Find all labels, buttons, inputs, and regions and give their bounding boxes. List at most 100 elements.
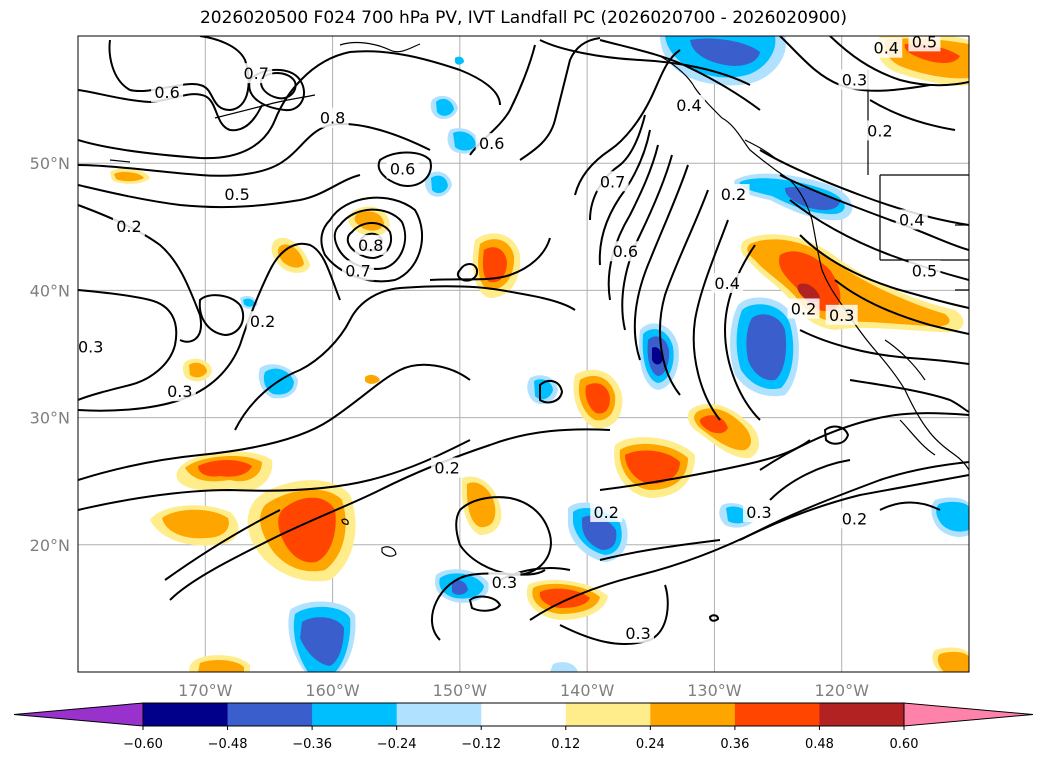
contour-label: 0.2 [590, 502, 623, 522]
contour-label: 0.7 [240, 63, 273, 84]
contour-label: 0.6 [921, 12, 953, 32]
contour-label: 0.2 [838, 508, 871, 529]
positive-region [110, 36, 969, 672]
colorbar-segment [143, 703, 229, 726]
colorbar-tick-label: 0.48 [805, 737, 834, 752]
colorbar-tick-label: 0.24 [636, 737, 665, 752]
contour-label-text: 0.5 [912, 261, 937, 280]
contour-label-text: 0.7 [326, 13, 351, 32]
contour-label: 0.3 [742, 502, 775, 522]
colorbar-tick-label: −0.48 [208, 737, 248, 752]
contour-label-text: 0.7 [345, 261, 370, 280]
contour-label-text: 0.4 [899, 210, 924, 229]
contour-label-text: 0.5 [912, 32, 937, 51]
contour-label-text: 0.3 [78, 338, 103, 357]
colorbar-tick-label: 0.60 [890, 737, 919, 752]
contour-label-text: 0.2 [250, 312, 275, 331]
contour-label-text: 0.7 [243, 64, 268, 83]
map-frame [77, 35, 970, 673]
lat-tick-label: 30°N [30, 409, 70, 428]
colorbar-tick-label: −0.24 [377, 737, 417, 752]
contour-label: 0.7 [342, 260, 375, 281]
contour-label: 0.7 [596, 171, 629, 192]
contour-label: 0.2 [787, 298, 820, 319]
contour-label-text: 0.8 [358, 236, 383, 255]
contour-label: 0.4 [870, 37, 903, 58]
colorbar-segment [650, 703, 736, 726]
contour-label-text: 0.2 [116, 217, 141, 236]
colorbar-tick-label: −0.12 [461, 737, 501, 752]
gridlines [78, 36, 969, 672]
lon-tick-label: 130°W [687, 681, 742, 700]
contour-label: 0.6 [386, 158, 419, 179]
contour-label: 0.3 [825, 304, 858, 325]
contour-label: 0.3 [838, 69, 871, 90]
contour-label-text: 0.8 [320, 109, 345, 128]
contour-label-text: 0.3 [842, 71, 867, 90]
lat-tick-label: 50°N [30, 154, 70, 173]
contour-label-text: 0.6 [390, 160, 415, 179]
contour-label-text: 0.3 [829, 306, 854, 325]
contour-label-text: 0.2 [867, 121, 892, 140]
colorbar-segment [481, 703, 567, 726]
contour-label: 0.8 [316, 107, 349, 128]
map-area [78, 36, 969, 672]
colorbar-outline [142, 702, 905, 727]
contour-label-text: 0.3 [746, 503, 771, 522]
colorbar-extend-high [903, 702, 1034, 727]
lat-tick-label: 20°N [30, 536, 70, 555]
contour-label-text: 0.6 [924, 13, 949, 32]
contour-label-text: 0.3 [167, 382, 192, 401]
contour-label-text: 0.2 [721, 185, 746, 204]
pc-shading [110, 36, 969, 672]
contour-label-text: 0.7 [600, 172, 625, 191]
contour-label: 0.6 [475, 133, 508, 154]
lon-tick-label: 150°W [433, 681, 488, 700]
contour-label: 0.2 [246, 311, 279, 332]
lat-tick-label: 40°N [30, 281, 70, 300]
contour-label-text: 0.6 [479, 134, 504, 153]
colorbar-segment [565, 703, 651, 726]
longitude-labels: 170°W 160°W 150°W 140°W 130°W 120°W [178, 681, 869, 700]
colorbar-segment [819, 703, 905, 726]
negative-region [240, 36, 969, 672]
contour-label-text: 0.4 [874, 39, 899, 58]
contour-label: 0.3 [622, 622, 655, 643]
lon-tick-label: 140°W [560, 681, 615, 700]
contour-label-text: 0.6 [613, 242, 638, 261]
contour-label-text: 0.5 [224, 185, 249, 204]
contour-label: 0.4 [711, 273, 744, 294]
contour-label: 0.5 [908, 32, 941, 52]
contour-label: 0.3 [488, 571, 521, 592]
lon-tick-label: 160°W [305, 681, 360, 700]
contour-label-text: 0.2 [842, 509, 867, 528]
lon-tick-label: 120°W [815, 681, 870, 700]
colorbar-segment [312, 703, 398, 726]
colorbar-tick-label: −0.36 [292, 737, 332, 752]
contour-label-text: 0.2 [791, 299, 816, 318]
contour-label: 0.8 [354, 234, 387, 255]
contour-label: 0.4 [672, 94, 705, 115]
colorbar-segment [396, 703, 482, 726]
colorbar-tick-label: −0.60 [123, 737, 163, 752]
lon-tick-label: 170°W [178, 681, 233, 700]
contour-label: 0.2 [717, 184, 750, 204]
colorbar-tick-label: 0.12 [551, 737, 580, 752]
colorbar-segment [734, 703, 820, 726]
contour-label: 0.3 [163, 381, 196, 402]
contour-label: 0.6 [151, 82, 184, 103]
contour-label: 0.6 [609, 241, 642, 262]
contour-label: 0.4 [895, 209, 928, 230]
map-title: 2026020500 F024 700 hPa PV, IVT Landfall… [199, 8, 847, 28]
contour-label: 0.3 [78, 336, 107, 357]
contour-label-text: 0.6 [154, 83, 179, 102]
contour-label: 0.2 [863, 120, 896, 141]
latitude-labels: 50°N 40°N 30°N 20°N [30, 154, 70, 555]
contour-label-text: 0.2 [594, 503, 619, 522]
contour-label: 0.5 [908, 260, 941, 281]
contour-label-text: 0.3 [492, 573, 517, 592]
contour-label-text: 0.4 [714, 274, 739, 293]
contour-label: 0.2 [431, 457, 464, 478]
contour-label-text: 0.4 [676, 96, 701, 115]
